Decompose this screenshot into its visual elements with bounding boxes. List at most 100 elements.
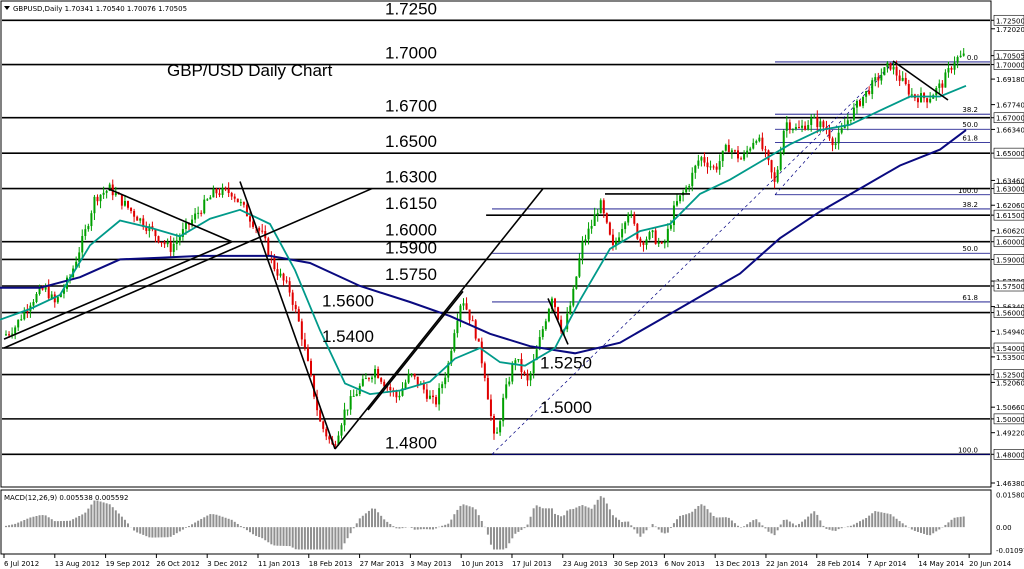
candle-body <box>474 320 477 339</box>
candle-body <box>221 187 224 195</box>
date-tick-label: 18 Feb 2013 <box>309 560 353 568</box>
candle-body <box>319 410 322 422</box>
candle-body <box>166 242 169 245</box>
candle-body <box>441 384 444 389</box>
candle-body <box>941 83 944 88</box>
triangle-down-icon[interactable] <box>4 6 10 10</box>
candle-body <box>47 285 50 299</box>
candle-body <box>355 393 358 396</box>
candle-body <box>627 214 630 223</box>
level-label: 1.7000 <box>385 44 437 63</box>
candle-body <box>297 309 300 322</box>
candle-body <box>450 350 453 364</box>
date-tick-label: 14 May 2014 <box>918 560 964 568</box>
candle-body <box>343 409 346 426</box>
candle-body <box>133 210 136 217</box>
date-tick-label: 23 Aug 2013 <box>563 560 608 568</box>
candle-body <box>163 242 166 245</box>
candle-body <box>279 273 282 276</box>
trendline <box>107 187 233 243</box>
candle-body <box>44 285 47 290</box>
level-label: 1.6300 <box>385 168 437 187</box>
candle-body <box>761 137 764 150</box>
candle-body <box>480 341 483 364</box>
candle-body <box>685 187 688 193</box>
fib-label: 50.0 <box>962 245 978 253</box>
date-tick-label: 10 Jun 2013 <box>461 560 503 568</box>
candle-body <box>886 62 889 68</box>
candle-body <box>865 90 868 97</box>
level-label: 1.6000 <box>385 221 437 240</box>
candle-body <box>554 298 556 308</box>
price-tick-label: 1.67000 <box>996 115 1024 123</box>
price-tick-label: 1.52060 <box>996 379 1024 387</box>
date-tick-label: 13 Aug 2012 <box>55 560 100 568</box>
price-tick-label: 1.50660 <box>996 404 1024 412</box>
candle-body <box>154 229 157 237</box>
candle-body <box>758 137 761 142</box>
candle-body <box>389 387 392 391</box>
price-tick-label: 1.65000 <box>996 150 1024 158</box>
candle-body <box>401 388 404 396</box>
candle-body <box>773 172 776 182</box>
trendline <box>547 298 569 345</box>
candle-body <box>349 396 352 410</box>
candle-body <box>191 219 194 225</box>
candle-body <box>880 75 883 81</box>
candle-body <box>846 120 849 126</box>
candle-body <box>541 329 544 338</box>
candle-body <box>819 121 822 128</box>
fib-label: 38.2 <box>962 106 978 114</box>
candle-body <box>78 252 81 262</box>
level-label: 1.5000 <box>540 398 592 417</box>
candle-body <box>96 196 99 202</box>
fib-label: 61.8 <box>962 135 978 143</box>
candle-body <box>566 313 569 330</box>
candle-body <box>730 150 733 153</box>
candle-body <box>804 125 807 130</box>
candle-body <box>633 214 636 224</box>
candle-body <box>496 432 499 434</box>
candle-body <box>249 216 251 222</box>
candle-body <box>764 149 767 151</box>
price-tick-label: 1.72500 <box>996 17 1024 25</box>
candle-body <box>242 202 245 205</box>
candle-body <box>871 80 874 94</box>
candle-body <box>767 150 770 161</box>
candle-body <box>84 229 87 237</box>
candle-body <box>611 234 614 245</box>
level-label: 1.5900 <box>385 238 437 257</box>
candle-body <box>59 293 62 298</box>
candle-body <box>127 200 129 208</box>
candle-body <box>233 196 236 199</box>
candle-body <box>380 378 383 382</box>
candle-body <box>657 242 660 244</box>
candle-body <box>776 169 779 182</box>
candle-body <box>810 117 813 125</box>
candle-body <box>310 360 312 376</box>
candle-body <box>477 338 480 342</box>
candle-body <box>11 333 14 335</box>
candle-body <box>334 444 337 446</box>
candle-body <box>910 94 913 96</box>
candle-body <box>14 327 17 334</box>
candle-body <box>938 83 941 88</box>
candle-body <box>404 382 407 389</box>
candle-body <box>672 205 675 226</box>
candle-body <box>218 193 221 195</box>
candle-body <box>596 213 599 215</box>
date-tick-label: 11 Jan 2013 <box>258 560 300 568</box>
candle-body <box>493 416 495 434</box>
candle-body <box>337 435 340 446</box>
candle-body <box>785 122 788 131</box>
candle-body <box>288 281 291 293</box>
candle-body <box>23 310 26 320</box>
candle-body <box>123 200 126 206</box>
fib-label: 100.0 <box>958 187 978 195</box>
candle-body <box>102 192 105 195</box>
price-tick-label: 1.62060 <box>996 202 1024 210</box>
candle-body <box>840 128 843 133</box>
candle-body <box>374 368 377 378</box>
candle-body <box>90 213 93 227</box>
